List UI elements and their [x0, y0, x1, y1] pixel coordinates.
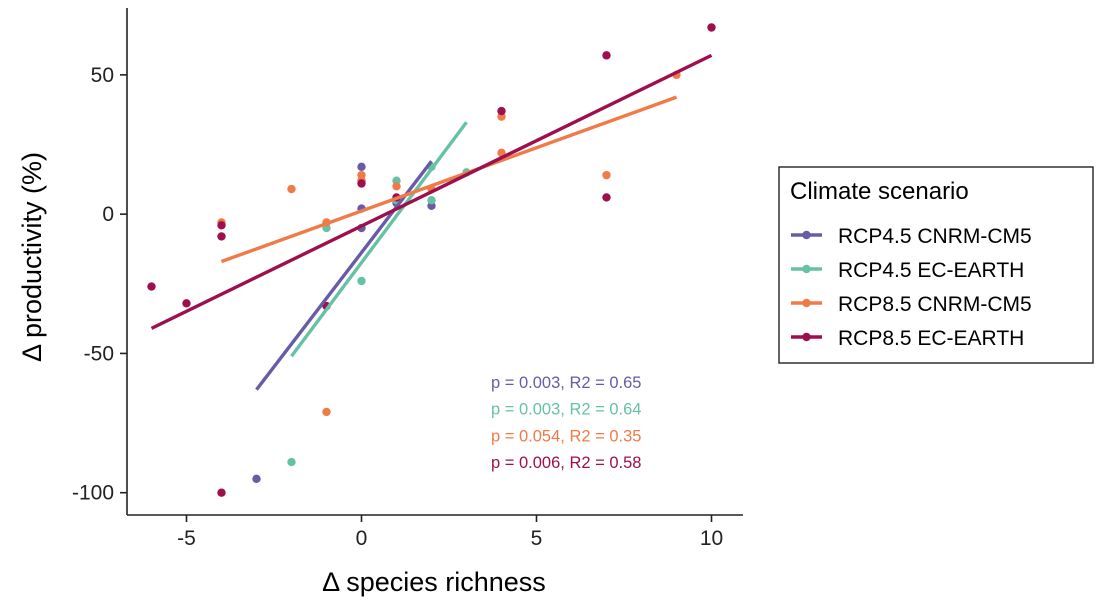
data-point	[497, 106, 506, 116]
data-point	[322, 407, 331, 417]
data-point	[602, 51, 611, 60]
data-point	[427, 196, 436, 205]
data-point	[217, 232, 226, 241]
legend-key-point	[802, 230, 811, 240]
stat-label: p = 0.006, R2 = 0.58	[491, 454, 641, 472]
legend-box	[778, 166, 1094, 364]
plot-area	[147, 23, 716, 497]
y-tick-label: 0	[102, 203, 114, 226]
data-point	[602, 193, 611, 202]
data-point	[707, 23, 716, 32]
data-point	[287, 457, 296, 467]
regression-stats: p = 0.003, R2 = 0.65 p = 0.003, R2 = 0.64…	[491, 374, 641, 472]
legend-items: RCP4.5 CNRM-CM5 RCP4.5 EC-EARTH RCP8.5 CNR…	[791, 225, 1032, 350]
y-axis-ticks: -100 -50 0 50	[72, 64, 127, 505]
x-axis-title: Δ species richness	[322, 567, 546, 597]
regression-line	[150, 53, 713, 330]
legend-label: RCP4.5 CNRM-CM5	[838, 225, 1032, 248]
legend-key-point	[802, 298, 811, 308]
regression-line	[220, 95, 678, 264]
y-tick-label: -50	[84, 342, 114, 365]
x-tick-label: 5	[531, 527, 543, 550]
series-points-3	[147, 23, 716, 497]
x-tick-label: -5	[177, 527, 196, 550]
stat-label: p = 0.003, R2 = 0.64	[491, 401, 641, 419]
x-axis-ticks: -5 0 5 10	[177, 515, 723, 550]
data-point	[357, 162, 366, 171]
legend-item: RCP8.5 CNRM-CM5	[791, 293, 1032, 316]
data-point	[147, 282, 156, 291]
y-axis-title: Δ productivity (%)	[17, 152, 47, 362]
x-tick-label: 10	[700, 527, 723, 550]
x-tick-label: 0	[356, 527, 368, 550]
legend-label: RCP8.5 EC-EARTH	[838, 327, 1024, 350]
y-tick-label: 50	[91, 64, 114, 87]
legend: Climate scenario RCP4.5 CNRM-CM5 RCP4.5 E…	[778, 166, 1094, 364]
legend-key-point	[802, 332, 811, 342]
legend-title: Climate scenario	[790, 178, 969, 205]
legend-label: RCP4.5 EC-EARTH	[838, 259, 1024, 282]
data-point	[602, 170, 611, 180]
regression-line	[290, 121, 468, 358]
legend-item: RCP4.5 CNRM-CM5	[791, 225, 1032, 248]
data-point	[217, 488, 226, 497]
legend-label: RCP8.5 CNRM-CM5	[838, 293, 1032, 316]
data-point	[392, 182, 401, 191]
data-point	[287, 184, 296, 194]
data-point	[357, 179, 366, 188]
legend-key-point	[802, 264, 811, 274]
regression-line	[255, 160, 433, 391]
stat-label: p = 0.003, R2 = 0.65	[491, 374, 641, 392]
data-point	[217, 221, 226, 230]
legend-item: RCP8.5 EC-EARTH	[791, 327, 1024, 350]
data-point	[357, 276, 366, 286]
stat-label: p = 0.054, R2 = 0.35	[491, 427, 641, 445]
data-point	[182, 299, 191, 308]
y-tick-label: -100	[72, 482, 114, 505]
data-point	[252, 474, 261, 483]
series-points-0	[252, 162, 436, 483]
legend-item: RCP4.5 EC-EARTH	[791, 259, 1024, 282]
